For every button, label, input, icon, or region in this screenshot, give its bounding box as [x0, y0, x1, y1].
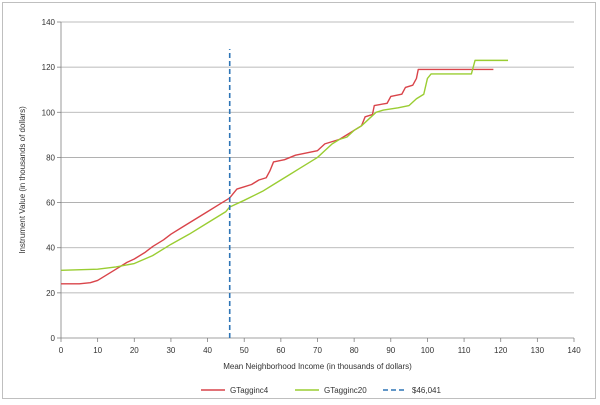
y-tick-labels: 0 20 40 60 80 100 120 140 [42, 18, 56, 343]
plot-area [61, 22, 574, 338]
y-tick-label: 140 [42, 18, 56, 27]
x-tick-label: 50 [240, 346, 249, 355]
x-tick-label: 70 [313, 346, 322, 355]
y-tick-label: 100 [42, 108, 56, 117]
x-tick-label: 20 [130, 346, 139, 355]
x-tick-label: 110 [458, 346, 471, 355]
x-tick-label: 0 [59, 346, 64, 355]
line-chart: 0 20 40 60 80 100 120 140 0 10 20 30 40 50 60 70 80 90 10… [18, 18, 581, 395]
y-axis-title: Instrument Value (in thousands of dollar… [18, 106, 27, 254]
y-tick-label: 120 [42, 63, 56, 72]
x-tick-label: 10 [93, 346, 102, 355]
series-line-1 [61, 68, 494, 285]
series-lines [60, 49, 509, 338]
x-tick-label: 40 [203, 346, 212, 355]
series-line-2 [60, 59, 509, 271]
x-tick-label: 60 [276, 346, 285, 355]
legend-label-3: $46,041 [412, 386, 441, 395]
x-tick-label: 120 [494, 346, 508, 355]
y-tick-label: 20 [46, 289, 55, 298]
legend-label-1: GTagginc4 [230, 386, 269, 395]
chart-frame: 0 20 40 60 80 100 120 140 0 10 20 30 40 50 60 70 80 90 10… [2, 2, 596, 399]
x-tick-label: 140 [567, 346, 581, 355]
x-axis-title: Mean Neighborhood Income (in thousands o… [223, 362, 412, 371]
x-tick-label: 90 [386, 346, 395, 355]
x-tick-label: 80 [350, 346, 359, 355]
y-tick-label: 0 [51, 334, 56, 343]
axes [57, 21, 575, 342]
legend: GTagginc4 GTagginc20 $46,041 [201, 386, 441, 395]
legend-label-2: GTagginc20 [324, 386, 367, 395]
y-tick-label: 40 [46, 244, 55, 253]
y-tick-label: 60 [46, 199, 55, 208]
x-tick-labels: 0 10 20 30 40 50 60 70 80 90 100 110 120 130 140 [59, 346, 581, 355]
x-tick-label: 130 [531, 346, 545, 355]
y-tick-label: 80 [46, 153, 55, 162]
x-tick-label: 100 [421, 346, 435, 355]
gridlines [61, 21, 574, 294]
x-tick-label: 30 [166, 346, 175, 355]
